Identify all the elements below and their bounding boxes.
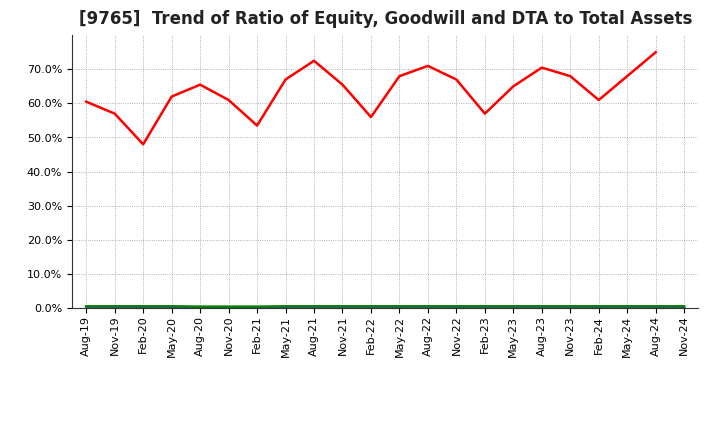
Equity	[537, 65, 546, 70]
Goodwill	[196, 305, 204, 311]
Goodwill	[82, 305, 91, 311]
Equity	[139, 142, 148, 147]
Equity	[509, 84, 518, 89]
Equity	[310, 58, 318, 63]
Deferred Tax Assets	[253, 304, 261, 309]
Equity	[652, 50, 660, 55]
Goodwill	[282, 305, 290, 311]
Goodwill	[110, 305, 119, 311]
Goodwill	[423, 305, 432, 311]
Deferred Tax Assets	[338, 304, 347, 309]
Goodwill	[680, 305, 688, 311]
Deferred Tax Assets	[139, 304, 148, 309]
Equity	[566, 73, 575, 79]
Deferred Tax Assets	[167, 304, 176, 309]
Equity	[110, 111, 119, 116]
Title: [9765]  Trend of Ratio of Equity, Goodwill and DTA to Total Assets: [9765] Trend of Ratio of Equity, Goodwil…	[78, 10, 692, 28]
Equity	[167, 94, 176, 99]
Goodwill	[652, 305, 660, 311]
Deferred Tax Assets	[480, 304, 489, 309]
Equity	[480, 111, 489, 116]
Goodwill	[338, 305, 347, 311]
Equity	[423, 63, 432, 69]
Goodwill	[225, 305, 233, 311]
Deferred Tax Assets	[82, 304, 91, 309]
Deferred Tax Assets	[537, 304, 546, 309]
Deferred Tax Assets	[509, 304, 518, 309]
Equity	[196, 82, 204, 87]
Equity	[395, 73, 404, 79]
Deferred Tax Assets	[566, 304, 575, 309]
Equity	[253, 123, 261, 128]
Deferred Tax Assets	[395, 304, 404, 309]
Deferred Tax Assets	[196, 304, 204, 309]
Goodwill	[623, 305, 631, 311]
Deferred Tax Assets	[595, 304, 603, 309]
Goodwill	[395, 305, 404, 311]
Deferred Tax Assets	[652, 304, 660, 309]
Deferred Tax Assets	[110, 304, 119, 309]
Deferred Tax Assets	[282, 304, 290, 309]
Equity	[338, 82, 347, 87]
Goodwill	[566, 305, 575, 311]
Equity	[452, 77, 461, 82]
Deferred Tax Assets	[225, 304, 233, 309]
Equity	[282, 77, 290, 82]
Goodwill	[253, 305, 261, 311]
Equity	[366, 114, 375, 120]
Deferred Tax Assets	[452, 304, 461, 309]
Equity	[82, 99, 91, 104]
Line: Equity: Equity	[86, 52, 656, 144]
Goodwill	[366, 305, 375, 311]
Deferred Tax Assets	[423, 304, 432, 309]
Equity	[595, 97, 603, 103]
Goodwill	[537, 305, 546, 311]
Goodwill	[139, 305, 148, 311]
Goodwill	[509, 305, 518, 311]
Deferred Tax Assets	[310, 304, 318, 309]
Goodwill	[595, 305, 603, 311]
Deferred Tax Assets	[680, 304, 688, 309]
Goodwill	[480, 305, 489, 311]
Equity	[225, 97, 233, 103]
Equity	[623, 73, 631, 79]
Goodwill	[452, 305, 461, 311]
Goodwill	[310, 305, 318, 311]
Deferred Tax Assets	[623, 304, 631, 309]
Deferred Tax Assets	[366, 304, 375, 309]
Goodwill	[167, 305, 176, 311]
